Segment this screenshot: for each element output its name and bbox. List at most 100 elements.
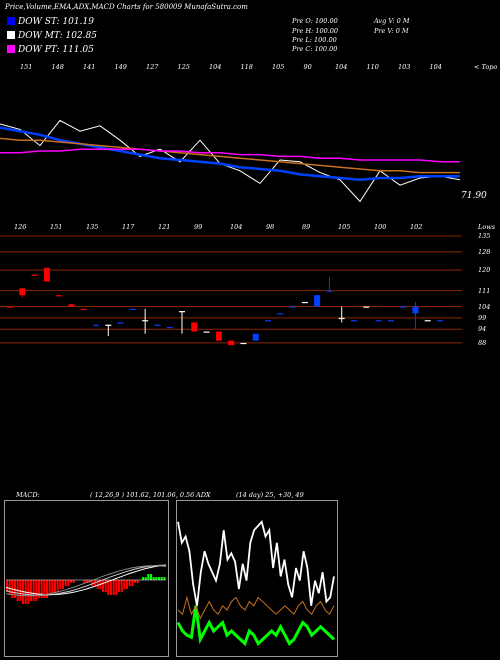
candle-body [43,267,50,282]
candle-body [351,320,357,322]
candle-body [265,320,271,322]
avg-volume: Avg V: 0 M [374,17,410,25]
candle-body [387,320,394,322]
candle-body [252,333,259,341]
macd-histogram-bar [142,577,145,580]
low-label: 105 [338,223,351,231]
y-tick-label: 128 [478,247,491,256]
candle-body [301,301,308,304]
macd-histogram-bar [131,580,134,586]
high-label: 103 [398,63,411,71]
high-label: 104 [209,63,222,71]
pre-volume: Pre V: 0 M [374,27,409,35]
macd-histogram-bar [27,580,30,604]
candle-body [129,308,136,310]
y-tick-label: 104 [478,302,491,311]
macd-histogram-bar [48,580,51,595]
macd-histogram-bar [160,577,163,580]
low-label: 89 [302,223,311,231]
low-label: 104 [230,223,243,231]
candle-body [93,324,99,326]
high-label: 104 [335,63,348,71]
dow-mt: DOW MT: 102.85 [7,31,97,41]
high-label: 125 [177,63,190,71]
macd-histogram-bar [19,580,22,601]
low-label: 151 [50,223,63,231]
adx-series-line [177,519,335,606]
candle-body [240,342,247,345]
macd-histogram-bar [59,580,62,589]
adx-series-line [176,605,336,647]
macd-histogram-bar [158,577,161,580]
macd-histogram-bar [155,577,158,580]
candle-body [166,326,173,329]
macd-histogram-bar [115,580,118,595]
macd-histogram-bar [38,580,41,598]
macd-histogram-bar [51,580,54,595]
macd-histogram-bar [112,580,115,595]
low-label: 99 [194,223,203,231]
high-label: 127 [146,63,159,71]
macd-label: MACD: [16,491,40,499]
macd-histogram-bar [96,580,99,589]
high-label: 118 [240,63,253,71]
low-label: 121 [158,223,171,231]
candle-body [117,322,124,324]
macd-histogram-bar [144,577,147,580]
candle-body [142,320,149,322]
high-label: 148 [51,63,64,71]
candle-body [400,306,407,308]
candle-body [289,306,296,308]
macd-histogram-bar [40,580,43,598]
macd-histogram-bar [56,580,59,592]
y-tick-label: 111 [478,286,491,295]
ema-series-line [0,119,461,203]
candle-body [80,308,87,310]
candle-body [338,317,345,320]
macd-histogram-bar [163,577,166,580]
macd-histogram-bar [14,580,17,598]
y-tick-label: 88 [478,338,487,347]
macd-histogram-bar [110,580,113,595]
macd-histogram-bar [102,580,105,592]
candle-body [105,324,112,326]
high-label: 110 [366,63,379,71]
candle-body [154,324,161,326]
high-label: 90 [303,63,312,71]
macd-histogram-bar [32,580,35,601]
candle-body [277,313,284,315]
high-label: 149 [114,63,127,71]
macd-histogram-bar [72,580,75,583]
low-label: 98 [266,223,275,231]
high-label: 141 [83,63,96,71]
macd-histogram-bar [43,580,46,598]
low-label: 100 [374,223,387,231]
ema-series-line [0,137,460,174]
pre-close: Pre C: 100.00 [292,45,338,53]
macd-histogram-bar [147,574,150,580]
macd-histogram-bar [107,580,110,595]
candle-body [31,274,38,276]
candle-body [19,288,26,296]
macd-histogram-bar [126,580,129,589]
candle-body [424,320,431,322]
low-label: 102 [410,223,423,231]
ema-series-line [0,148,460,163]
dow-pt: DOW PT: 111.05 [7,45,94,55]
macd-histogram-bar [104,580,107,592]
pre-low: Pre L: 100.00 [292,36,337,44]
candle-body [375,320,382,322]
macd-histogram-bar [67,580,70,586]
macd-values: ( 12,26,9 ) 101.62, 101.06, 0.56 [90,491,195,499]
macd-line-3 [5,565,167,597]
candle-body [7,306,13,308]
y-tick-label: 99 [478,313,487,322]
macd-histogram-bar [86,580,89,583]
candle-body [314,295,321,307]
candle-body [179,311,185,313]
low-label: 117 [122,223,135,231]
price-label: 71.90 [461,191,487,201]
macd-histogram-bar [152,577,155,580]
macd-histogram-bar [6,580,9,592]
